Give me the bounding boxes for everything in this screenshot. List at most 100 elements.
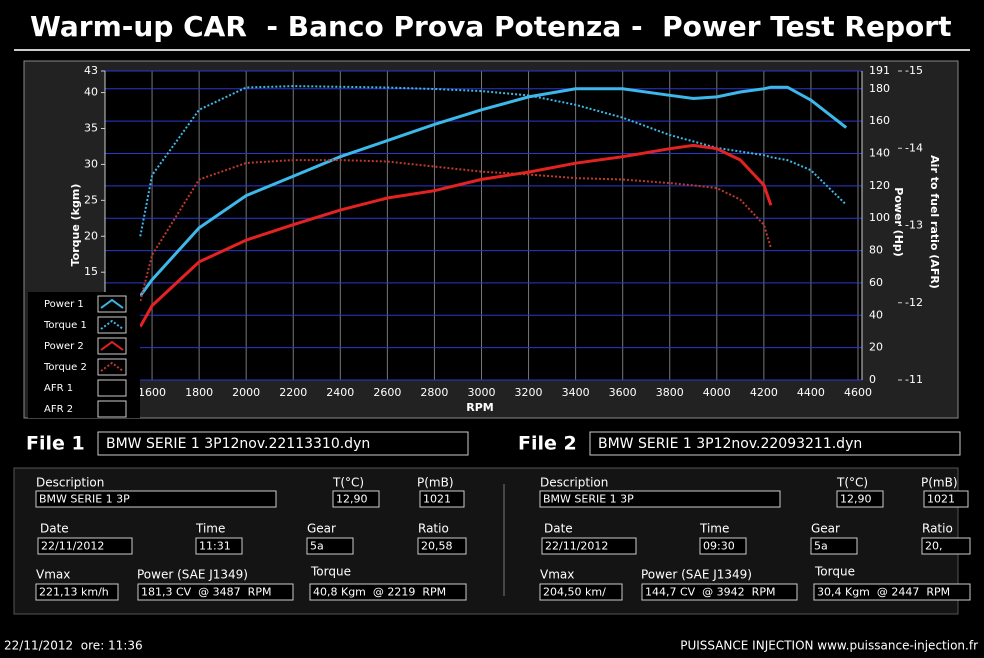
field-label: Time — [699, 522, 729, 536]
field-box — [541, 537, 637, 555]
legend-key — [97, 358, 127, 376]
field-box — [37, 537, 133, 555]
y3-axis-title: Air to fuel ratio (AFR) — [928, 155, 941, 289]
x-tick-label: 4400 — [797, 386, 825, 399]
file-name: BMW SERIE 1 3P12nov.22113310.dyn — [106, 436, 370, 452]
y3-tick-label: -15 — [905, 64, 923, 77]
legend-icon — [100, 319, 124, 330]
y-tick-label: 20 — [84, 229, 98, 242]
y2-tick-label: 40 — [869, 308, 883, 321]
y3-tick-label: -14 — [905, 141, 923, 154]
x-tick-label: 3800 — [656, 386, 684, 399]
legend-icon — [100, 298, 124, 309]
field-value: 12,90 — [840, 493, 872, 506]
field-label: Time — [195, 522, 225, 536]
details: Description BMW SERIE 1 3P T(°C) 12,90 P(mB)… — [35, 476, 971, 601]
y2-tick-label: 120 — [869, 179, 890, 192]
field-label: Vmax — [540, 568, 574, 582]
x-tick-label: 2000 — [232, 386, 260, 399]
series-line — [138, 143, 773, 328]
series-line — [139, 85, 847, 237]
legend-label: Torque 1 — [43, 320, 87, 331]
file-name: BMW SERIE 1 3P12nov.22093211.dyn — [598, 436, 862, 452]
x-tick-label: 3000 — [467, 386, 495, 399]
x-tick-label: 4600 — [844, 386, 872, 399]
y3-tick-label: -13 — [905, 219, 923, 232]
file-name-box — [589, 431, 961, 456]
field-value: 144,7 CV @ 3942 RPM — [645, 586, 775, 599]
field-label: Date — [544, 522, 573, 536]
series-line — [139, 159, 772, 302]
file-label: File 2 — [518, 433, 577, 455]
legend-key — [97, 295, 127, 313]
field-label: Gear — [307, 522, 336, 536]
field-value: 11:31 — [199, 540, 231, 553]
field-value: 22/11/2012 — [545, 540, 608, 553]
field-box — [419, 490, 465, 508]
field-box — [836, 490, 884, 508]
field-value: 5a — [814, 540, 828, 553]
field-label: Torque — [310, 565, 351, 579]
field-box — [332, 490, 380, 508]
y3-tick-label: -11 — [905, 373, 923, 386]
field-box — [35, 490, 277, 508]
footer-date: 22/11/2012 ore: 11:36 — [4, 639, 143, 653]
legend-label: Power 2 — [44, 341, 84, 352]
field-box — [309, 583, 467, 601]
y2-tick-label: 60 — [869, 276, 883, 289]
field-value: 30,4 Kgm @ 2447 RPM — [817, 586, 950, 599]
legend-key — [97, 337, 127, 355]
field-box — [539, 490, 781, 508]
chart: 1600 1800 2000 2200 2400 2600 2800 3000 3200 3400… — [28, 64, 941, 418]
field-value: 1021 — [927, 493, 955, 506]
field-value: 22/11/2012 — [41, 540, 104, 553]
footer-brand: PUISSANCE INJECTION www.puissance-inject… — [680, 639, 978, 653]
legend-label: AFR 1 — [44, 383, 73, 394]
field-box — [35, 583, 119, 601]
field-label: T(°C) — [332, 476, 364, 490]
field-label: Description — [36, 476, 104, 490]
x-tick-label: 2800 — [420, 386, 448, 399]
field-box — [923, 490, 969, 508]
field-label: Ratio — [922, 522, 953, 536]
x-axis-title: RPM — [466, 401, 493, 414]
field-value: BMW SERIE 1 3P — [543, 493, 634, 506]
field-box — [699, 537, 747, 555]
x-tick-label: 3600 — [609, 386, 637, 399]
x-tick-label: 3200 — [515, 386, 543, 399]
legend-label: Torque 2 — [43, 362, 87, 373]
legend-key — [97, 379, 127, 397]
y-tick-label: 25 — [84, 193, 98, 206]
y2-tick-label: 100 — [869, 211, 890, 224]
files: File 1 BMW SERIE 1 3P12nov.22113310.dyn Fi… — [26, 431, 961, 456]
field-box — [417, 537, 467, 555]
x-tick-label: 4000 — [703, 386, 731, 399]
y-tick-label: 15 — [84, 265, 98, 278]
field-label: Description — [540, 476, 608, 490]
file-label: File 1 — [26, 433, 85, 455]
legend-label: AFR 2 — [44, 404, 73, 415]
field-box — [810, 537, 858, 555]
field-label: T(°C) — [836, 476, 868, 490]
legend-icon — [100, 361, 124, 372]
title: Warm-up CAR - Banco Prova Potenza - Powe… — [30, 10, 951, 43]
y3-tick-label: -12 — [905, 296, 923, 309]
field-label: Vmax — [36, 568, 70, 582]
field-label: P(mB) — [417, 476, 454, 490]
y2-tick-label: 180 — [869, 82, 890, 95]
plot-area — [105, 71, 862, 380]
y2-tick-label: 80 — [869, 244, 883, 257]
field-box — [306, 537, 354, 555]
field-value: 12,90 — [336, 493, 368, 506]
field-value: 20, — [925, 540, 943, 553]
field-value: 181,3 CV @ 3487 RPM — [141, 586, 271, 599]
field-value: 40,8 Kgm @ 2219 RPM — [313, 586, 446, 599]
x-tick-label: 1600 — [138, 386, 166, 399]
y-tick-label: 40 — [84, 86, 98, 99]
y2-tick-label: 191 — [869, 64, 890, 77]
field-value: BMW SERIE 1 3P — [39, 493, 130, 506]
x-tick-label: 2600 — [373, 386, 401, 399]
field-label: P(mB) — [921, 476, 958, 490]
field-label: Power (SAE J1349) — [641, 568, 752, 582]
field-box — [195, 537, 243, 555]
